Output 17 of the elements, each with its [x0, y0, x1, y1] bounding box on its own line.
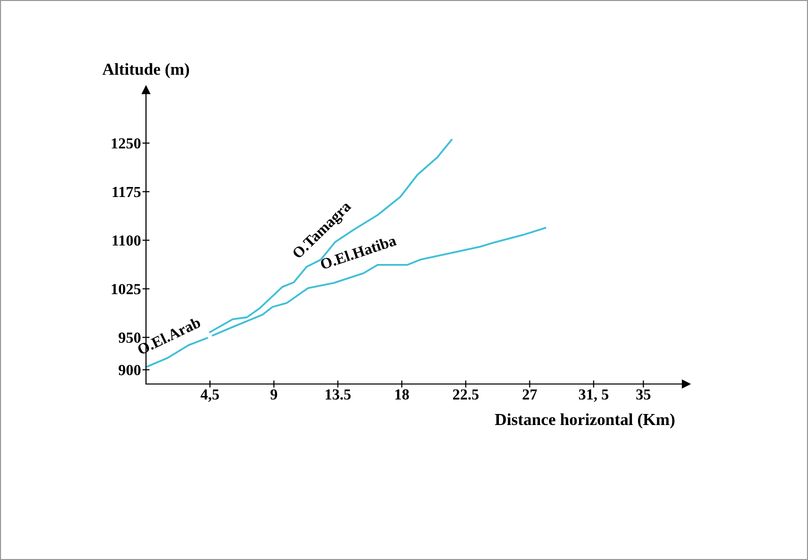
- y-tick-label: 1175: [112, 186, 141, 198]
- line-series: [209, 138, 452, 334]
- x-tick-label: 35: [636, 389, 650, 400]
- y-tick-label: 1100: [112, 235, 141, 246]
- y-tick-label: 1025: [112, 284, 141, 294]
- y-tick-label: 900: [118, 364, 141, 376]
- y-axis-title: Altitude (m): [102, 63, 190, 78]
- x-axis-title: Distance horizontal (Km): [494, 413, 674, 429]
- x-tick-label: 18: [395, 389, 409, 400]
- x-tick-label: 9: [270, 389, 278, 400]
- x-tick-label: 22.5: [453, 389, 479, 400]
- y-tick-label: 1250: [112, 138, 141, 149]
- x-tick-label: 27: [522, 389, 537, 400]
- x-tick-label: 31, 5: [578, 389, 608, 402]
- y-tick-label: 950: [118, 332, 141, 343]
- x-tick-label: 13.5: [326, 389, 351, 400]
- x-tick-label: 4,5: [200, 389, 219, 402]
